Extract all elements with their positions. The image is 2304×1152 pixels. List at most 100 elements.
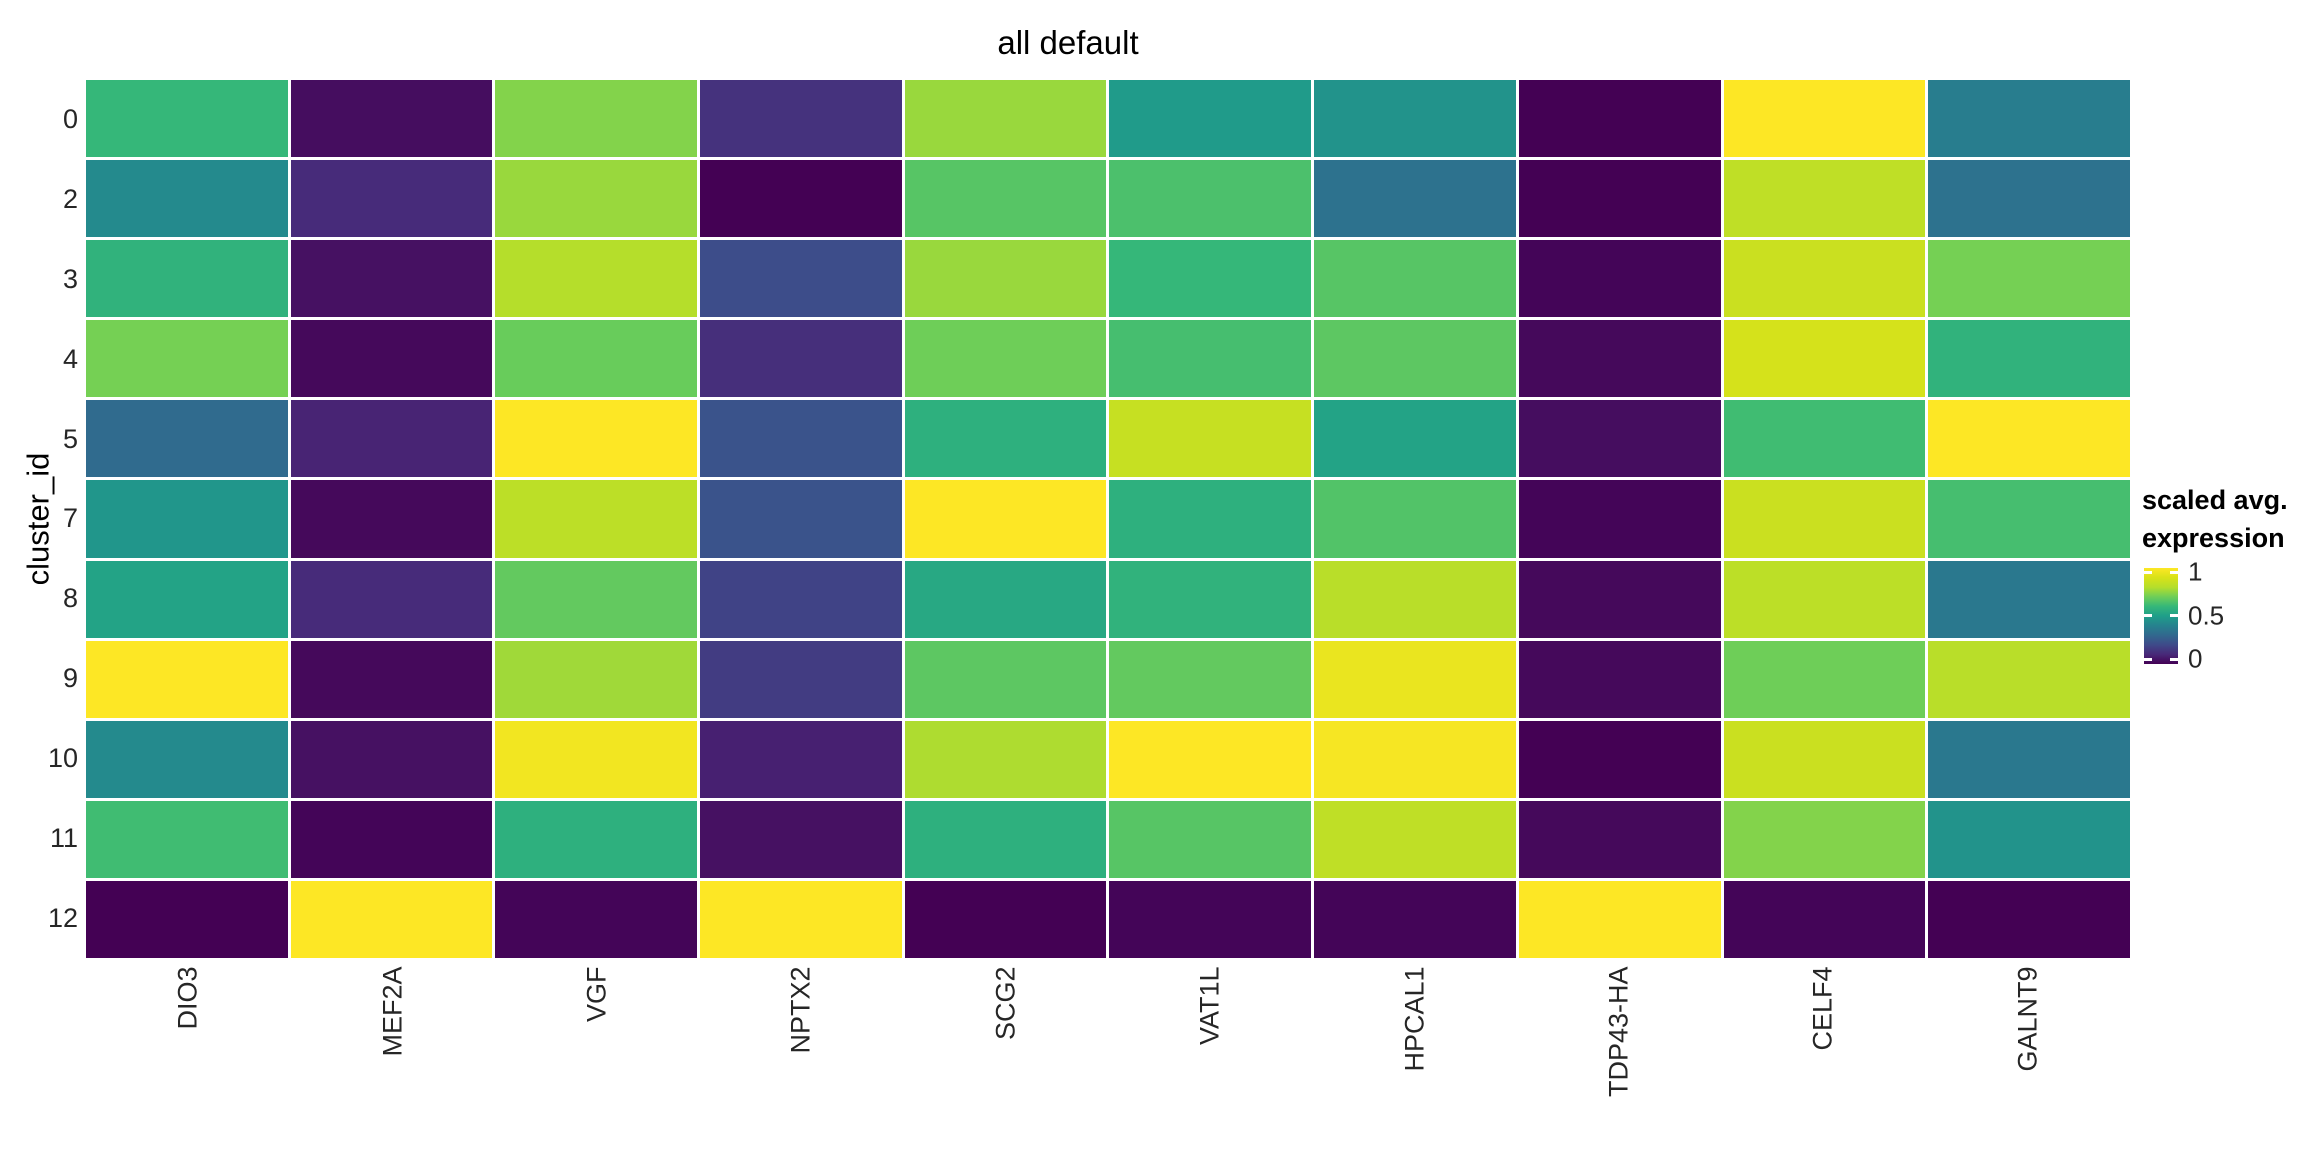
y-tick-label: 0: [62, 104, 78, 135]
heatmap-cell: [290, 320, 493, 398]
heatmap-cell: [1723, 320, 1926, 398]
heatmap-cell: [1723, 800, 1926, 878]
heatmap-cell: [86, 80, 288, 158]
heatmap-cell: [290, 480, 493, 558]
heatmap-cell: [86, 160, 288, 238]
heatmap-cell: [700, 400, 902, 478]
heatmap-cell: [86, 880, 288, 958]
heatmap-cell: [1518, 80, 1721, 158]
heatmap-cell: [290, 800, 493, 878]
heatmap-cell: [1109, 480, 1312, 558]
heatmap-cell: [1314, 400, 1516, 478]
heatmap-cell: [86, 800, 288, 878]
heatmap-cell: [700, 720, 902, 798]
heatmap-cell: [904, 400, 1107, 478]
heatmap-cell: [1518, 400, 1721, 478]
heatmap-cell: [1928, 560, 2130, 638]
heatmap-cell: [495, 640, 698, 718]
heatmap-cell: [1928, 480, 2130, 558]
y-tick-label: 7: [62, 503, 78, 534]
heatmap-cell: [1314, 480, 1516, 558]
heatmap-cell: [1723, 80, 1926, 158]
legend-tick-mark: [2170, 570, 2178, 574]
x-tick-label-text: SCG2: [990, 966, 1021, 1040]
heatmap-cell: [700, 80, 902, 158]
heatmap-cell: [904, 80, 1107, 158]
heatmap-cell: [904, 640, 1107, 718]
y-tick-label: 3: [62, 264, 78, 295]
x-tick-label: GALNT9: [1926, 966, 2130, 1138]
heatmap-cell: [495, 240, 698, 318]
heatmap-cell: [1109, 160, 1312, 238]
y-tick-label: 9: [62, 663, 78, 694]
legend-tick-mark: [2144, 570, 2152, 574]
heatmap-cell: [1109, 80, 1312, 158]
heatmap-cell: [904, 560, 1107, 638]
heatmap-cell: [86, 480, 288, 558]
legend-tick-label: 0.5: [2188, 600, 2225, 631]
x-tick-label-text: VAT1L: [1194, 966, 1225, 1045]
heatmap-cell: [86, 240, 288, 318]
heatmap-cell: [290, 400, 493, 478]
heatmap-cell: [904, 800, 1107, 878]
heatmap-cell: [1928, 320, 2130, 398]
heatmap-grid: [86, 80, 2130, 958]
y-tick-label: 11: [49, 822, 78, 853]
heatmap-cell: [1928, 880, 2130, 958]
heatmap-cell: [1518, 800, 1721, 878]
heatmap-cell: [290, 720, 493, 798]
heatmap-cell: [495, 400, 698, 478]
heatmap-cell: [495, 720, 698, 798]
heatmap-cell: [1928, 80, 2130, 158]
x-tick-label-text: NPTX2: [785, 966, 816, 1054]
heatmap-cell: [495, 80, 698, 158]
heatmap-cell: [1109, 640, 1312, 718]
heatmap-cell: [1518, 560, 1721, 638]
x-tick-label-text: CELF4: [1807, 966, 1838, 1051]
heatmap-cell: [904, 480, 1107, 558]
y-tick-label: 12: [47, 902, 78, 933]
heatmap-cell: [1723, 480, 1926, 558]
y-axis-tick-labels: 0 2 3 4 5 7 8 9 10 11 12: [0, 80, 78, 958]
heatmap-cell: [495, 320, 698, 398]
heatmap-cell: [1109, 400, 1312, 478]
heatmap-cell: [86, 560, 288, 638]
heatmap-cell: [1518, 480, 1721, 558]
heatmap-cell: [1314, 800, 1516, 878]
x-tick-label-text: HPCAL1: [1399, 966, 1430, 1072]
heatmap-cell: [1928, 240, 2130, 318]
heatmap-cell: [700, 560, 902, 638]
heatmap-cell: [1314, 240, 1516, 318]
x-tick-label-text: MEF2A: [377, 966, 408, 1057]
heatmap-cell: [290, 240, 493, 318]
heatmap-cell: [1723, 160, 1926, 238]
heatmap-cell: [1518, 880, 1721, 958]
x-tick-label: VAT1L: [1108, 966, 1312, 1138]
heatmap-cell: [86, 400, 288, 478]
heatmap-cell: [1723, 560, 1926, 638]
legend-tick-mark: [2170, 657, 2178, 661]
x-axis-tick-labels: DIO3 MEF2A VGF NPTX2 SCG2 VAT1L HPCAL1 TDP43-HA…: [86, 966, 2130, 1146]
y-tick-label: 10: [47, 742, 78, 773]
legend-tick-label: 0: [2188, 643, 2203, 674]
heatmap-cell: [904, 880, 1107, 958]
heatmap-cell: [1723, 240, 1926, 318]
heatmap-cell: [1518, 320, 1721, 398]
heatmap-cell: [700, 800, 902, 878]
legend-tick-mark: [2170, 614, 2178, 618]
heatmap-cell: [1928, 800, 2130, 878]
heatmap-cell: [1518, 240, 1721, 318]
x-tick-label: DIO3: [86, 966, 290, 1138]
y-tick-label: 5: [62, 423, 78, 454]
heatmap-cell: [1723, 640, 1926, 718]
heatmap-cell: [1518, 720, 1721, 798]
heatmap-cell: [1314, 640, 1516, 718]
heatmap-cell: [495, 160, 698, 238]
heatmap-cell: [1314, 720, 1516, 798]
heatmap-cell: [1928, 400, 2130, 478]
heatmap-cell: [1109, 320, 1312, 398]
x-tick-label: CELF4: [1721, 966, 1925, 1138]
legend-tick-label: 1: [2188, 556, 2203, 587]
heatmap-cell: [495, 880, 698, 958]
